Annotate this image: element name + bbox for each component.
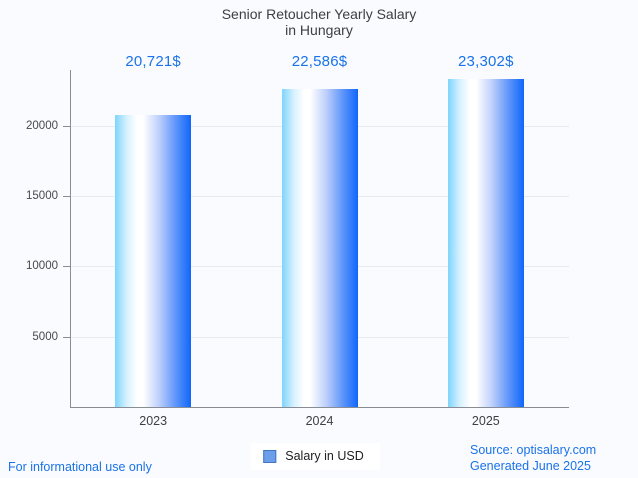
x-axis-label-2025: 2025 bbox=[471, 414, 500, 428]
bar-2024[interactable] bbox=[281, 89, 358, 407]
generated-date: Generated June 2025 bbox=[470, 459, 591, 473]
y-axis-tick bbox=[63, 266, 70, 268]
x-axis-label-2023: 2023 bbox=[139, 414, 168, 428]
y-axis-tick bbox=[63, 336, 70, 338]
disclaimer-text: For informational use only bbox=[8, 460, 152, 474]
y-axis-label: 10000 bbox=[26, 260, 58, 273]
source-block: Source: optisalary.com Generated June 20… bbox=[470, 442, 596, 474]
x-axis-line bbox=[70, 407, 569, 409]
y-axis-line bbox=[70, 70, 72, 407]
y-axis-tick bbox=[63, 195, 70, 197]
value-label-2024: 22,586$ bbox=[291, 53, 348, 70]
legend[interactable]: Salary in USD bbox=[250, 443, 380, 470]
chart-title-line2: in Hungary bbox=[285, 22, 353, 38]
y-axis-tick bbox=[63, 125, 70, 127]
y-axis-label: 15000 bbox=[26, 189, 58, 202]
x-axis-label-2024: 2024 bbox=[305, 414, 334, 428]
bar-2025[interactable] bbox=[447, 79, 524, 407]
y-axis-label: 5000 bbox=[32, 330, 58, 343]
blue-square-icon bbox=[263, 449, 277, 463]
y-axis-label: 20000 bbox=[26, 119, 58, 132]
value-label-2023: 20,721$ bbox=[125, 53, 181, 70]
bar-2023[interactable] bbox=[115, 115, 192, 407]
source-link[interactable]: Source: optisalary.com bbox=[470, 443, 597, 457]
chart-title-line1: Senior Retoucher Yearly Salary bbox=[221, 6, 417, 22]
legend-label: Salary in USD bbox=[285, 449, 364, 463]
chart-title: Senior Retoucher Yearly Salary in Hungar… bbox=[0, 6, 638, 38]
value-label-2025: 23,302$ bbox=[458, 53, 514, 70]
